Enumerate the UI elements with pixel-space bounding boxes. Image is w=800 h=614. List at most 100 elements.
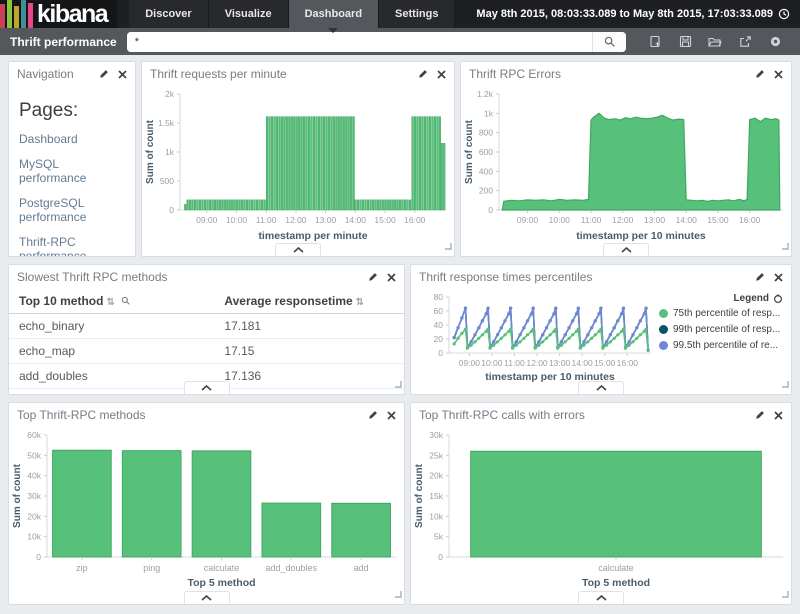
remove-panel-button[interactable]: [437, 70, 446, 79]
edit-panel-button[interactable]: [755, 69, 765, 79]
save-dashboard-button[interactable]: [670, 32, 700, 52]
pages-heading: Pages:: [19, 100, 125, 122]
panel-header[interactable]: Top Thrift-RPC calls with errors: [411, 403, 791, 427]
edit-panel-button[interactable]: [368, 410, 378, 420]
svg-text:16:00: 16:00: [739, 215, 761, 225]
legend-item-75th[interactable]: 75th percentile of resp...: [659, 308, 783, 319]
panel-header[interactable]: Thrift RPC Errors: [461, 62, 791, 86]
thrift-rpc-errors-chart[interactable]: 02004006008001k1.2k09:0010:0011:0012:001…: [461, 86, 791, 251]
nav-link-postgresql[interactable]: PostgreSQL performance: [19, 196, 125, 224]
collapse-panel-button[interactable]: [275, 243, 321, 256]
legend-dot: [659, 309, 668, 318]
panel-title: Top Thrift-RPC methods: [17, 408, 368, 422]
panel-header[interactable]: Navigation: [9, 62, 135, 86]
resize-handle[interactable]: [394, 375, 402, 393]
tab-settings[interactable]: Settings: [379, 0, 455, 28]
edit-panel-button[interactable]: [755, 410, 765, 420]
close-icon: [774, 273, 783, 282]
panel-header[interactable]: Thrift requests per minute: [142, 62, 454, 86]
resize-handle[interactable]: [394, 585, 402, 603]
chevron-up-icon: [201, 595, 212, 601]
pencil-icon: [99, 69, 109, 79]
search-button[interactable]: [592, 32, 626, 52]
new-dashboard-button[interactable]: [640, 32, 670, 52]
error-calls-chart[interactable]: 05k10k15k20k25k30kcalculateTop 5 methodS…: [411, 427, 791, 598]
remove-panel-button[interactable]: [387, 273, 396, 282]
remove-panel-button[interactable]: [387, 411, 396, 420]
column-header-method[interactable]: Top 10 method⇅: [9, 289, 214, 314]
legend-item-99th[interactable]: 99th percentile of resp...: [659, 324, 783, 335]
remove-panel-button[interactable]: [774, 273, 783, 282]
panel-title: Thrift RPC Errors: [469, 67, 755, 81]
table-row: echo_binary17.181: [9, 314, 404, 339]
svg-text:10k: 10k: [27, 532, 41, 542]
panel-thrift-rpc-errors: Thrift RPC Errors 02004006008001k1.2k09:…: [460, 61, 792, 257]
legend-settings-icon: [773, 294, 783, 304]
svg-text:10:00: 10:00: [481, 358, 503, 368]
nav-link-thrift-rpc[interactable]: Thrift-RPC performance: [19, 235, 125, 257]
collapse-panel-button[interactable]: [578, 381, 624, 394]
nav-link-dashboard[interactable]: Dashboard: [19, 132, 125, 146]
sort-icon: ⇅: [106, 297, 114, 308]
load-dashboard-button[interactable]: [700, 32, 730, 52]
remove-panel-button[interactable]: [118, 70, 127, 79]
resize-corner-icon: [394, 380, 402, 388]
percentiles-chart[interactable]: 02040608009:0010:0011:0012:0013:0014:001…: [411, 289, 659, 390]
svg-text:400: 400: [479, 166, 493, 176]
collapse-panel-button[interactable]: [184, 591, 230, 604]
svg-text:Top 5 method: Top 5 method: [582, 577, 650, 589]
resize-handle[interactable]: [444, 237, 452, 255]
tab-discover[interactable]: Discover: [129, 0, 208, 28]
svg-text:16:00: 16:00: [404, 215, 426, 225]
panel-header[interactable]: Thrift response times percentiles: [411, 265, 791, 289]
svg-text:80: 80: [434, 292, 444, 302]
chevron-up-icon: [293, 247, 304, 253]
options-button[interactable]: [760, 32, 790, 52]
nav-link-mysql[interactable]: MySQL performance: [19, 157, 125, 185]
edit-panel-button[interactable]: [99, 69, 109, 79]
save-icon: [679, 35, 692, 48]
edit-panel-button[interactable]: [418, 69, 428, 79]
svg-text:10k: 10k: [429, 511, 443, 521]
panel-header[interactable]: Slowest Thrift RPC methods: [9, 265, 404, 289]
panel-thrift-requests: Thrift requests per minute 05001k1.5k2k0…: [141, 61, 455, 257]
resize-handle[interactable]: [781, 375, 789, 393]
collapse-panel-button[interactable]: [184, 381, 230, 394]
remove-panel-button[interactable]: [774, 411, 783, 420]
remove-panel-button[interactable]: [774, 70, 783, 79]
kibana-logo[interactable]: kibana: [0, 0, 117, 28]
share-dashboard-button[interactable]: [730, 32, 760, 52]
tab-visualize[interactable]: Visualize: [209, 0, 289, 28]
time-range-picker[interactable]: May 8th 2015, 08:03:33.089 to May 8th 20…: [476, 0, 800, 28]
collapse-panel-button[interactable]: [578, 591, 624, 604]
column-header-avg-responsetime[interactable]: Average responsetime⇅: [214, 289, 404, 314]
panel-slowest-methods: Slowest Thrift RPC methods Top 10 method…: [8, 264, 405, 395]
query-input[interactable]: [127, 32, 592, 52]
pencil-icon: [755, 410, 765, 420]
legend-item-99-5th[interactable]: 99.5th percentile of re...: [659, 340, 783, 351]
svg-text:zip: zip: [76, 563, 88, 573]
close-icon: [437, 70, 446, 79]
chevron-up-icon: [596, 385, 607, 391]
svg-text:11:00: 11:00: [256, 215, 277, 225]
panel-title: Top Thrift-RPC calls with errors: [419, 408, 755, 422]
svg-text:40k: 40k: [27, 471, 41, 481]
legend-toggle[interactable]: Legend: [659, 293, 783, 304]
new-document-icon: [649, 35, 662, 48]
collapse-panel-button[interactable]: [603, 243, 649, 256]
edit-panel-button[interactable]: [755, 272, 765, 282]
resize-handle[interactable]: [781, 585, 789, 603]
top-methods-chart[interactable]: 010k20k30k40k50k60kzippingcalculateadd_d…: [9, 427, 404, 598]
search-icon: [604, 36, 616, 48]
chevron-up-icon: [621, 247, 632, 253]
close-icon: [387, 273, 396, 282]
edit-panel-button[interactable]: [368, 272, 378, 282]
tab-dashboard[interactable]: Dashboard: [289, 0, 379, 28]
panel-title: Thrift requests per minute: [150, 67, 418, 81]
panel-header[interactable]: Top Thrift-RPC methods: [9, 403, 404, 427]
svg-text:15k: 15k: [429, 491, 443, 501]
svg-text:12:00: 12:00: [526, 358, 548, 368]
resize-handle[interactable]: [781, 237, 789, 255]
svg-text:calculate: calculate: [598, 563, 634, 573]
thrift-requests-chart[interactable]: 05001k1.5k2k09:0010:0011:0012:0013:0014:…: [142, 86, 454, 251]
